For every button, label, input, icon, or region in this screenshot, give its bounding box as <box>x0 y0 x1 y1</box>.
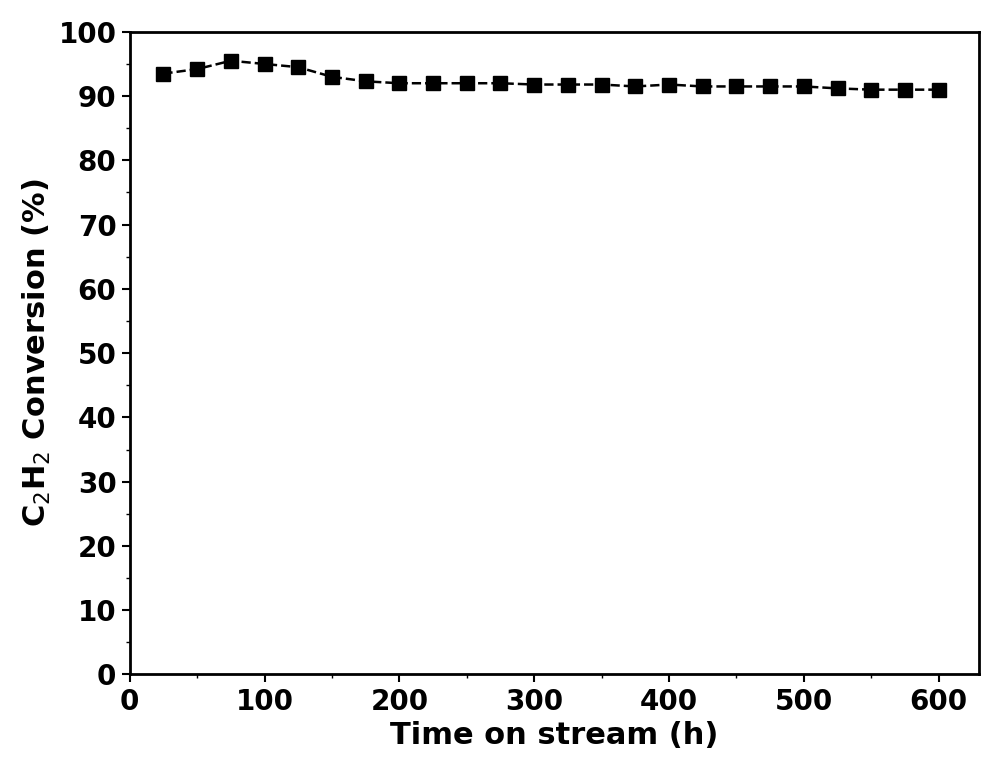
X-axis label: Time on stream (h): Time on stream (h) <box>390 721 719 750</box>
Y-axis label: C$_2$H$_2$ Conversion (%): C$_2$H$_2$ Conversion (%) <box>21 179 53 527</box>
